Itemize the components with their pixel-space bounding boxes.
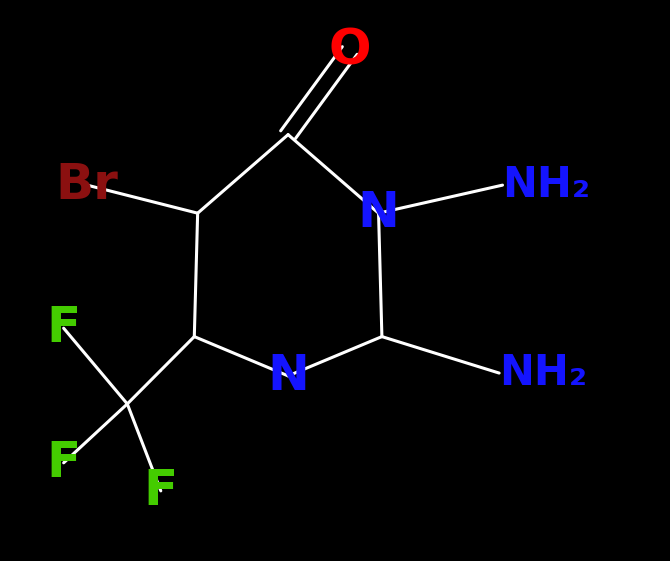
Text: NH₂: NH₂ [499, 352, 588, 394]
Text: F: F [46, 304, 81, 352]
Text: NH₂: NH₂ [502, 164, 591, 206]
Text: F: F [46, 439, 81, 487]
Text: N: N [267, 352, 309, 400]
Text: Br: Br [56, 161, 119, 209]
Text: F: F [143, 467, 178, 515]
Text: N: N [358, 189, 399, 237]
Text: O: O [328, 26, 371, 75]
